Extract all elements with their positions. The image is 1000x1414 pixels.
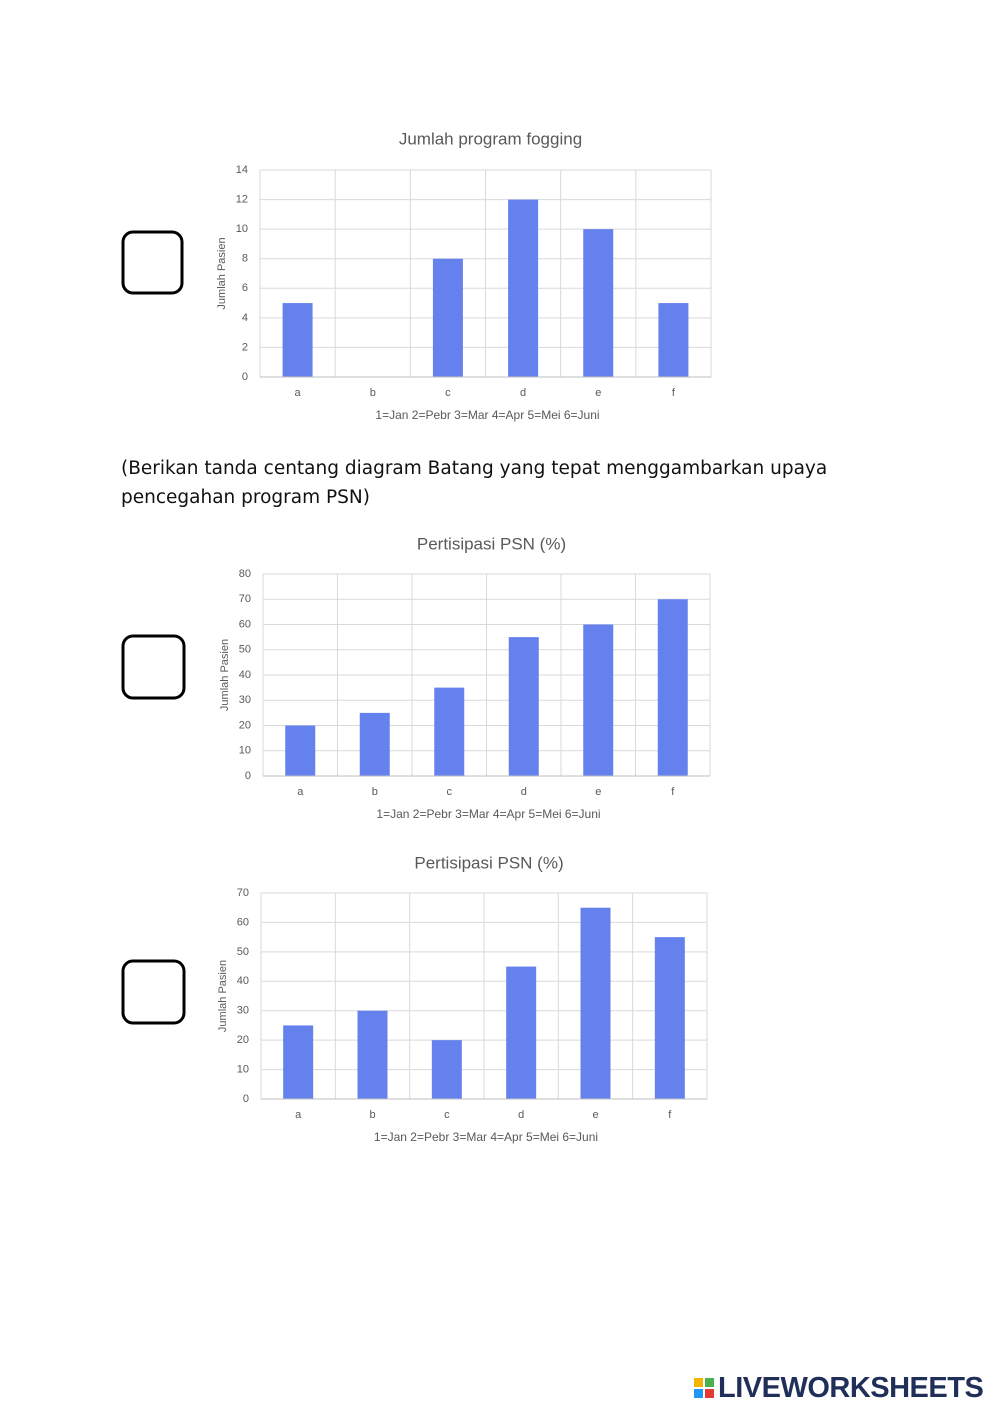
y-tick-label: 10 [237, 1063, 249, 1075]
checkbox[interactable] [121, 230, 184, 295]
y-tick-label: 0 [245, 770, 251, 782]
y-tick-label: 0 [243, 1093, 249, 1105]
logo: LIVEWORKSHEETS [718, 1372, 984, 1404]
y-tick-label: 40 [239, 669, 251, 681]
bar [506, 966, 537, 1099]
x-tick-label: e [595, 387, 601, 399]
y-tick-label: 10 [239, 745, 251, 757]
x-tick-label: d [521, 786, 527, 798]
x-tick-label: d [518, 1109, 524, 1121]
y-tick-label: 20 [237, 1034, 249, 1046]
x-tick-label: e [592, 1109, 598, 1121]
bar [285, 725, 316, 776]
y-axis-label: Jumlah Pasien [217, 960, 229, 1032]
y-tick-label: 20 [239, 719, 251, 731]
x-tick-label: a [297, 786, 304, 798]
x-axis-label: 1=Jan 2=Pebr 3=Mar 4=Apr 5=Mei 6=Juni [376, 807, 600, 821]
bar [434, 687, 465, 776]
y-tick-label: 60 [239, 618, 251, 630]
x-tick-label: c [445, 387, 451, 399]
x-tick-label: f [671, 786, 675, 798]
x-tick-label: b [372, 786, 378, 798]
y-tick-label: 4 [242, 312, 248, 324]
x-axis-label: 1=Jan 2=Pebr 3=Mar 4=Apr 5=Mei 6=Juni [374, 1130, 598, 1144]
x-tick-label: a [295, 387, 302, 399]
y-axis-label: Jumlah Pasien [219, 639, 231, 711]
bar [431, 1040, 462, 1099]
y-axis-label: Jumlah Pasien [216, 237, 228, 309]
x-tick-label: d [520, 387, 526, 399]
y-tick-label: 12 [236, 193, 248, 205]
bar [658, 303, 689, 377]
y-tick-label: 6 [242, 282, 248, 294]
y-tick-label: 60 [237, 916, 249, 928]
bar [580, 907, 611, 1099]
bar [657, 599, 688, 776]
chart-title: Jumlah program fogging [399, 129, 582, 148]
y-tick-label: 14 [236, 164, 248, 176]
x-tick-label: a [295, 1109, 302, 1121]
bar [508, 637, 539, 776]
bar [508, 199, 539, 377]
x-axis-label: 1=Jan 2=Pebr 3=Mar 4=Apr 5=Mei 6=Juni [375, 408, 599, 422]
y-tick-label: 30 [239, 694, 251, 706]
bar [282, 303, 313, 377]
bar [583, 229, 614, 377]
chart-title: Pertisipasi PSN (%) [417, 534, 566, 553]
y-tick-label: 2 [242, 341, 248, 353]
chart-title: Pertisipasi PSN (%) [414, 853, 563, 872]
x-tick-label: b [370, 387, 376, 399]
x-tick-label: e [595, 786, 601, 798]
bar [283, 1025, 314, 1099]
bar [357, 1010, 388, 1099]
bar [359, 712, 390, 776]
x-tick-label: c [447, 786, 453, 798]
instruction: (Berikan tanda centang diagram Batang ya… [121, 458, 828, 508]
logo-icon [694, 1378, 714, 1398]
y-tick-label: 40 [237, 975, 249, 987]
y-tick-label: 10 [236, 223, 248, 235]
x-tick-label: f [668, 1109, 672, 1121]
y-tick-label: 30 [237, 1005, 249, 1017]
checkbox[interactable] [121, 959, 186, 1025]
y-tick-label: 70 [239, 593, 251, 605]
bar [432, 258, 463, 377]
bar [654, 937, 685, 1099]
x-tick-label: b [369, 1109, 375, 1121]
x-tick-label: c [444, 1109, 450, 1121]
y-tick-label: 0 [242, 371, 248, 383]
bar [583, 624, 614, 776]
y-tick-label: 8 [242, 253, 248, 265]
checkbox[interactable] [121, 634, 186, 700]
y-tick-label: 80 [239, 568, 251, 580]
y-tick-label: 50 [239, 644, 251, 656]
x-tick-label: f [672, 387, 676, 399]
y-tick-label: 50 [237, 946, 249, 958]
y-tick-label: 70 [237, 887, 249, 899]
